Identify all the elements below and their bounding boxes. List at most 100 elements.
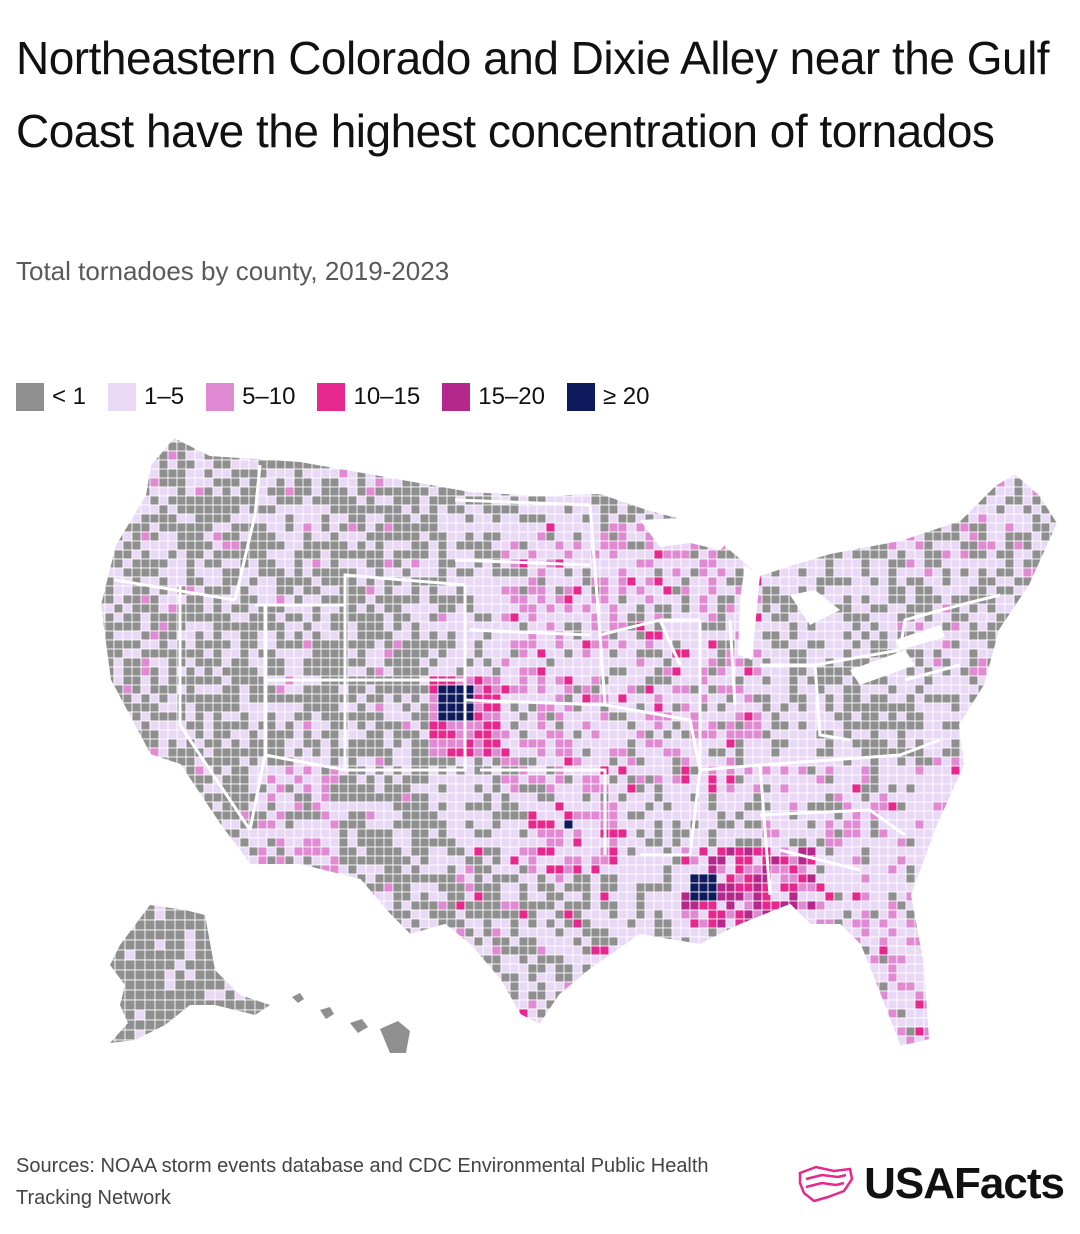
county-cell	[140, 450, 151, 461]
county-cell	[788, 513, 799, 524]
county-cell	[653, 666, 664, 677]
county-cell	[203, 576, 214, 587]
county-cell	[860, 828, 871, 839]
county-cell	[905, 801, 916, 812]
county-cell	[320, 612, 331, 623]
county-cell	[806, 837, 817, 848]
county-cell	[959, 585, 970, 596]
county-cell	[419, 558, 430, 569]
county-cell	[509, 783, 520, 794]
county-cell	[905, 738, 916, 749]
county-cell	[509, 837, 520, 848]
county-cell	[311, 693, 322, 704]
county-cell	[140, 531, 151, 542]
county-cell	[356, 792, 367, 803]
county-cell	[167, 504, 178, 515]
county-cell	[293, 819, 304, 830]
county-cell	[374, 437, 385, 443]
county-cell	[671, 437, 682, 443]
county-cell	[1031, 603, 1042, 614]
county-cell	[167, 828, 178, 839]
county-cell	[194, 711, 205, 722]
county-cell	[1049, 486, 1058, 497]
county-cell	[122, 549, 133, 560]
county-cell	[392, 666, 403, 677]
county-cell	[122, 450, 133, 461]
county-cell	[644, 675, 655, 686]
county-cell	[887, 639, 898, 650]
county-cell	[788, 774, 799, 785]
county-cell	[698, 450, 709, 461]
county-cell	[779, 648, 790, 659]
county-cell	[338, 819, 349, 830]
county-cell	[104, 594, 115, 605]
county-cell	[833, 747, 844, 758]
county-cell	[941, 585, 952, 596]
county-cell	[185, 657, 196, 668]
county-cell	[482, 711, 493, 722]
county-cell	[914, 450, 925, 461]
county-cell	[968, 477, 979, 488]
county-cell	[1013, 495, 1024, 506]
county-cell	[716, 801, 727, 812]
county-cell	[194, 720, 205, 731]
county-cell	[842, 774, 853, 785]
county-cell	[581, 450, 592, 461]
county-cell	[815, 828, 826, 839]
county-cell	[149, 846, 160, 857]
county-cell	[1013, 612, 1024, 623]
county-cell	[770, 675, 781, 686]
county-cell	[878, 486, 889, 497]
county-cell	[113, 801, 124, 812]
county-cell	[1059, 586, 1068, 595]
county-cell	[437, 522, 448, 533]
county-cell	[545, 819, 556, 830]
county-cell	[1059, 604, 1068, 613]
county-cell	[248, 621, 259, 632]
county-cell	[698, 585, 709, 596]
county-cell	[671, 459, 682, 470]
county-cell	[572, 756, 583, 767]
county-cell	[869, 621, 880, 632]
county-cell	[221, 549, 232, 560]
county-cell	[437, 558, 448, 569]
county-cell	[293, 747, 304, 758]
county-cell	[464, 477, 475, 488]
county-cell	[986, 819, 997, 830]
county-cell	[815, 468, 826, 479]
county-cell	[257, 549, 268, 560]
legend-label: 5–10	[242, 383, 296, 410]
county-cell	[752, 729, 763, 740]
county-cell	[842, 612, 853, 623]
county-cell	[977, 765, 988, 776]
county-cell	[590, 675, 601, 686]
county-cell	[788, 603, 799, 614]
county-cell	[545, 684, 556, 695]
county-cell	[599, 549, 610, 560]
county-cell	[860, 522, 871, 533]
county-cell	[608, 477, 619, 488]
county-cell	[491, 810, 502, 821]
county-cell	[779, 702, 790, 713]
county-cell	[986, 585, 997, 596]
county-cell	[770, 765, 781, 776]
county-cell	[491, 459, 502, 470]
county-cell	[608, 783, 619, 794]
county-cell	[599, 540, 610, 551]
county-cell	[1031, 702, 1042, 713]
county-cell	[482, 684, 493, 695]
county-cell	[320, 441, 331, 452]
county-cell	[266, 531, 277, 542]
county-cell	[347, 621, 358, 632]
county-cell	[257, 567, 268, 578]
county-cell	[113, 729, 124, 740]
county-cell	[995, 720, 1006, 731]
county-cell	[599, 594, 610, 605]
county-cell	[293, 648, 304, 659]
county-cell	[905, 837, 916, 848]
county-cell	[347, 495, 358, 506]
county-cell	[572, 657, 583, 668]
county-cell	[428, 837, 439, 848]
county-cell	[1049, 567, 1058, 578]
county-cell	[437, 540, 448, 551]
